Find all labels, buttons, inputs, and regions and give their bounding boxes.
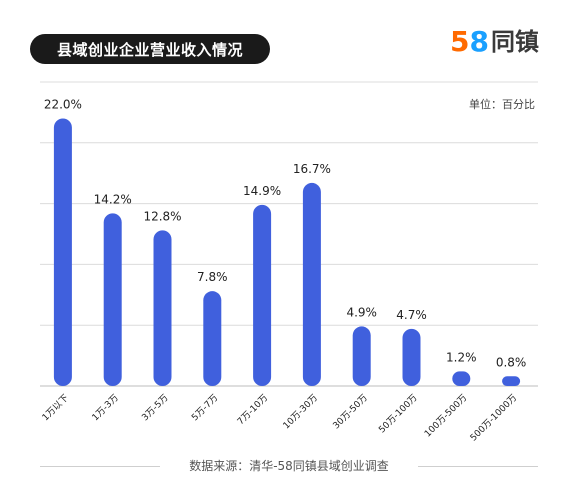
- bar: [53, 118, 72, 386]
- category-label: 50万-100万: [377, 393, 419, 435]
- data-label: 7.8%: [197, 270, 228, 284]
- category-label: 3万-5万: [140, 393, 170, 423]
- category-label: 1万-3万: [91, 393, 121, 423]
- category-label: 100万-500万: [423, 393, 469, 439]
- bar: [402, 328, 421, 386]
- brand-logo: 5 8 同镇: [450, 28, 539, 56]
- chart-title: 县域创业企业营业收入情况: [30, 34, 270, 64]
- logo-digit-eight: 8: [469, 25, 489, 58]
- data-label: 14.9%: [243, 184, 281, 198]
- bar: [452, 371, 471, 386]
- category-label: 500万-1000万: [469, 393, 519, 443]
- category-label: 10万-30万: [282, 393, 320, 431]
- data-label: 22.0%: [44, 97, 82, 111]
- logo-digit-five: 5: [450, 25, 470, 58]
- bar: [103, 213, 122, 386]
- data-label: 4.9%: [346, 305, 377, 319]
- data-label: 4.7%: [396, 308, 427, 322]
- category-label: 7万-10万: [236, 393, 270, 427]
- unit-label: 单位：百分比: [469, 97, 535, 111]
- bar: [253, 204, 272, 386]
- bar: [352, 326, 371, 386]
- data-label: 12.8%: [143, 209, 181, 223]
- footer-divider-left: [40, 466, 160, 467]
- data-label: 16.7%: [293, 162, 331, 176]
- bar: [502, 376, 521, 386]
- data-label: 0.8%: [496, 355, 527, 369]
- category-label: 1万以下: [41, 393, 71, 423]
- logo-name: 同镇: [490, 28, 539, 56]
- bar: [302, 182, 321, 386]
- footer-source: 数据来源：清华-58同镇县域创业调查: [181, 459, 397, 473]
- category-label: 30万-50万: [332, 393, 370, 431]
- bar: [153, 230, 172, 386]
- bar: [203, 291, 222, 386]
- footer-divider-right: [418, 466, 538, 467]
- data-label: 1.2%: [446, 350, 477, 364]
- data-label: 14.2%: [94, 192, 132, 206]
- category-label: 5万-7万: [190, 393, 220, 423]
